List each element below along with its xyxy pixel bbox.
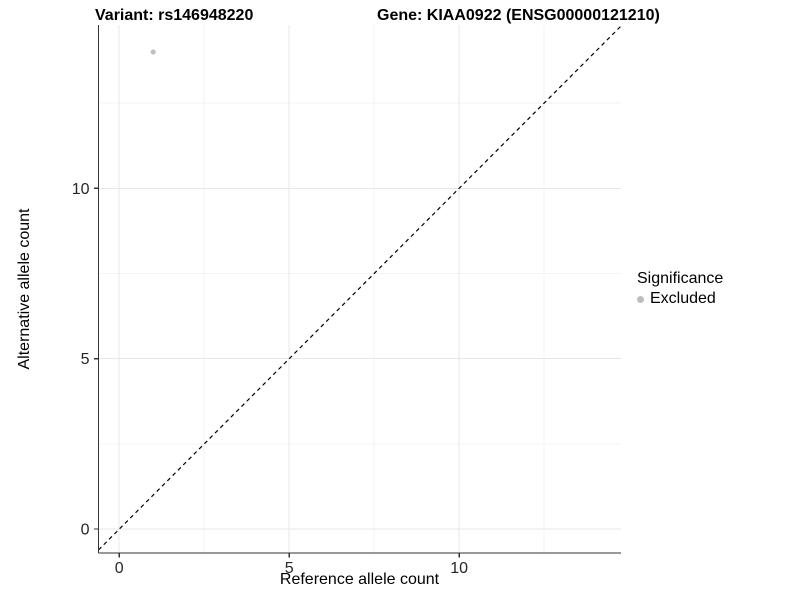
y-tick-label: 0 [81,522,90,539]
x-axis-label: Reference allele count [279,571,440,588]
excluded-point-icon [637,295,644,303]
gene-title: Gene: KIAA0922 (ENSG00000121210) [377,7,660,24]
y-axis-label: Alternative allele count [16,208,33,370]
legend-item-label: Excluded [650,290,716,307]
data-point [150,49,156,55]
legend: Significance Excluded [637,270,723,308]
y-tick-label: 5 [81,351,90,368]
y-tick-label: 10 [72,181,90,198]
x-tick-label: 10 [450,560,468,577]
identity-line [98,25,622,551]
x-tick-label: 5 [285,560,294,577]
legend-item-excluded: Excluded [637,290,723,308]
legend-title: Significance [637,270,724,287]
x-tick-label: 0 [115,560,124,577]
variant-title: Variant: rs146948220 [95,7,254,24]
